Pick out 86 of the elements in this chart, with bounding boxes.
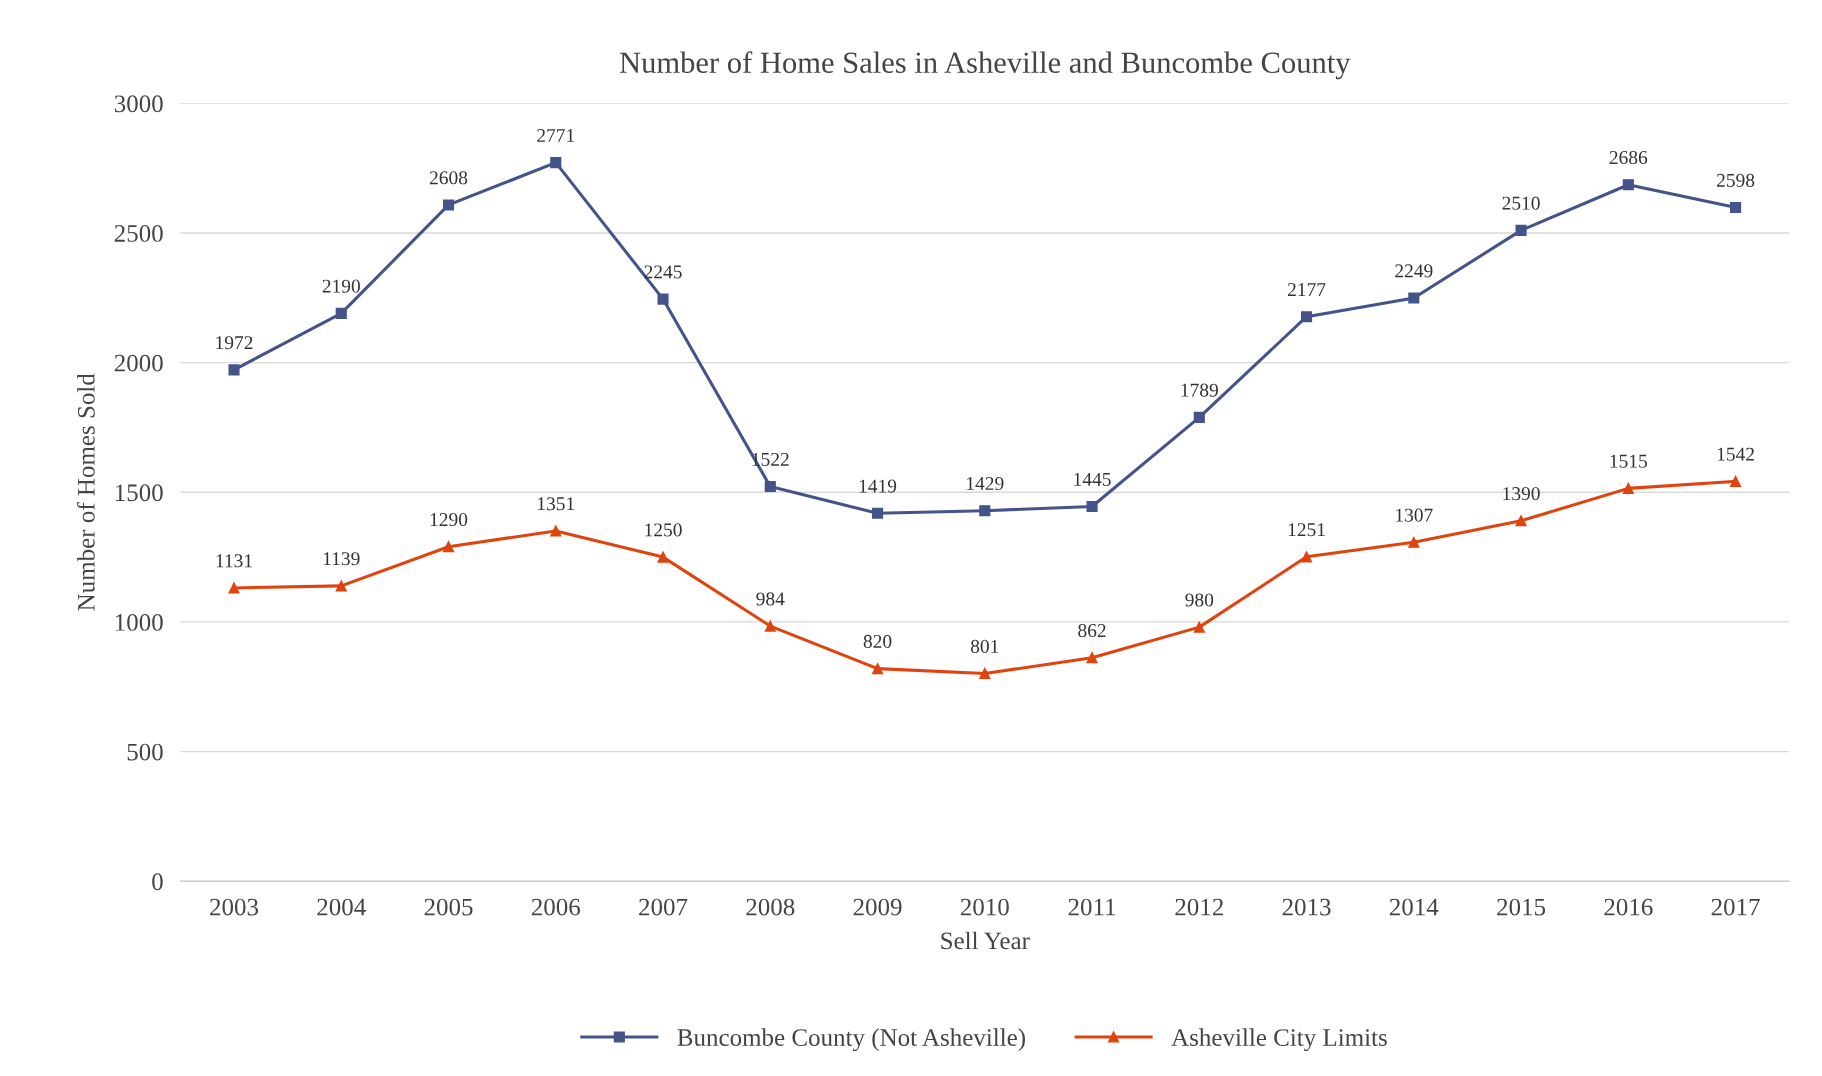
point	[1622, 482, 1634, 494]
data-label: 1251	[1288, 523, 1325, 537]
point	[979, 505, 991, 517]
point	[442, 541, 455, 553]
x-tick-label: 2005	[424, 898, 473, 916]
data-label: 2510	[1502, 196, 1540, 210]
point	[764, 481, 776, 493]
point	[228, 364, 240, 376]
x-tick-label: 2006	[531, 898, 581, 916]
x-tick-label: 2015	[1497, 898, 1546, 916]
x-tick-label: 2013	[1282, 898, 1331, 916]
point	[871, 663, 884, 675]
point	[1086, 500, 1098, 513]
point	[1730, 475, 1742, 487]
point	[871, 507, 884, 519]
data-label: 2177	[1287, 283, 1326, 296]
x-tick-label: 2008	[746, 898, 795, 916]
point	[335, 307, 347, 319]
data-label: 2190	[322, 279, 360, 293]
x-tick-label: 2012	[1175, 898, 1223, 916]
point	[1622, 179, 1634, 191]
data-label: 2249	[1395, 264, 1433, 278]
y-tick-label: 2000	[114, 354, 163, 372]
data-label: 1445	[1074, 472, 1111, 486]
data-label: 820	[863, 634, 892, 648]
legend-label: Asheville City Limits	[1171, 1028, 1387, 1052]
data-label: 2771	[537, 129, 575, 142]
point	[550, 157, 562, 169]
x-tick-label: 2016	[1604, 898, 1653, 916]
x-axis-title: Sell Year	[941, 931, 1030, 950]
point	[657, 293, 669, 305]
x-tick-label: 2004	[317, 898, 366, 916]
point	[764, 620, 776, 632]
point	[228, 582, 240, 594]
chart-title: Number of Home Sales in Asheville and Buncombe County	[619, 51, 1351, 80]
y-tick-label: 0	[152, 873, 163, 891]
point	[1300, 551, 1313, 563]
x-tick-label: 2007	[639, 898, 688, 916]
data-label: 1542	[1717, 447, 1754, 461]
x-tick-label: 2011	[1068, 898, 1116, 916]
point	[1515, 224, 1527, 236]
data-label: 1515	[1610, 454, 1648, 468]
data-label: 862	[1078, 623, 1106, 638]
y-tick-label: 1000	[115, 613, 163, 631]
y-tick-label: 1500	[115, 484, 163, 502]
point	[335, 580, 347, 592]
data-label: 2598	[1716, 173, 1755, 187]
data-label: 801	[970, 639, 999, 653]
data-label: 1789	[1181, 383, 1218, 397]
data-label: 1419	[859, 479, 897, 493]
y-tick-label: 3000	[114, 95, 163, 113]
point	[442, 199, 455, 211]
point	[1408, 292, 1420, 304]
data-label: 1351	[538, 497, 575, 511]
data-label: 2245	[644, 265, 682, 279]
data-label: 1390	[1503, 487, 1540, 501]
data-label: 1307	[1396, 508, 1433, 522]
data-label: 1429	[967, 477, 1004, 491]
x-tick-label: 2003	[210, 898, 259, 916]
legend-label: Buncombe County (Not Asheville)	[677, 1028, 1025, 1052]
x-tick-label: 2017	[1711, 898, 1760, 916]
y-tick-label: 2500	[114, 225, 163, 242]
point	[1193, 411, 1205, 423]
data-label: 1972	[216, 336, 253, 350]
data-label: 1139	[323, 552, 360, 566]
point	[1086, 652, 1098, 664]
data-label: 1290	[430, 512, 468, 527]
x-tick-label: 2010	[960, 898, 1009, 916]
data-label: 2686	[1609, 150, 1648, 165]
point	[979, 667, 991, 680]
point	[550, 525, 562, 537]
data-label: 2608	[429, 171, 468, 185]
x-tick-label: 2009	[853, 898, 902, 916]
data-label: 980	[1185, 593, 1214, 607]
point	[1300, 311, 1313, 323]
data-label: 1250	[645, 523, 682, 537]
point	[657, 551, 669, 563]
y-axis-title: Number of Homes Sold	[76, 373, 95, 611]
point	[1408, 536, 1420, 548]
point	[1193, 621, 1205, 633]
data-label: 984	[756, 592, 785, 606]
data-label: 1131	[216, 554, 252, 568]
point	[1730, 201, 1742, 214]
y-tick-label: 500	[127, 743, 163, 761]
point	[1515, 515, 1527, 527]
x-tick-label: 2014	[1389, 898, 1439, 916]
